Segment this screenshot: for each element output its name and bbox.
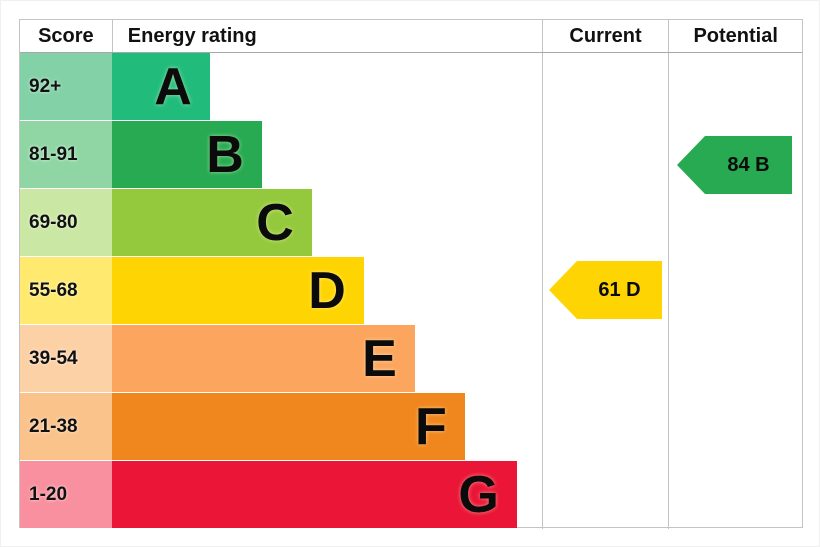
current-column-cell — [541, 325, 669, 393]
score-cell: 39-54 — [20, 325, 112, 393]
rating-bar: D — [111, 257, 364, 324]
energy-column: D — [111, 257, 542, 325]
rating-letter: C — [256, 193, 294, 252]
energy-column: B — [111, 121, 542, 189]
score-cell: 1-20 — [20, 461, 112, 529]
current-header: Current — [541, 20, 669, 52]
potential-header: Potential — [668, 20, 802, 52]
header-row: Score Energy rating Current Potential — [20, 20, 802, 53]
potential-column-cell — [668, 53, 802, 121]
score-cell: 81-91 — [20, 121, 112, 189]
potential-column-cell — [668, 393, 802, 461]
potential-column-cell — [668, 257, 802, 325]
score-cell: 21-38 — [20, 393, 112, 461]
band-row-f: 21-38 F — [20, 393, 802, 461]
rating-bar: A — [111, 53, 210, 120]
current-column-cell — [541, 393, 669, 461]
energy-column: A — [111, 53, 542, 121]
left-arrow-tip-icon — [677, 136, 705, 194]
rating-bar: E — [111, 325, 415, 392]
potential-column-cell — [668, 461, 802, 529]
current-column-cell — [541, 189, 669, 257]
rating-letter: G — [458, 465, 499, 524]
band-row-a: 92+ A — [20, 53, 802, 121]
rating-bar: C — [111, 189, 312, 256]
score-cell: 92+ — [20, 53, 112, 121]
band-row-b: 81-91 B — [20, 121, 802, 189]
rating-letter: F — [415, 397, 447, 456]
score-header: Score — [38, 24, 94, 47]
current-column-cell — [541, 257, 669, 325]
rating-bar: B — [111, 121, 262, 188]
energy-rating-table: Score Energy rating Current Potential 92… — [19, 19, 803, 529]
current-column-cell — [541, 461, 669, 529]
potential-rating-value: 84 B — [705, 136, 792, 194]
current-rating-value: 61 D — [577, 261, 662, 319]
score-cell: 55-68 — [20, 257, 112, 325]
energy-column: C — [111, 189, 542, 257]
band-row-c: 69-80 C — [20, 189, 802, 257]
energy-column: E — [111, 325, 542, 393]
energy-rating-header: Energy rating — [111, 20, 542, 52]
potential-column-cell — [668, 189, 802, 257]
band-row-e: 39-54 E — [20, 325, 802, 393]
band-row-g: 1-20 G — [20, 461, 802, 529]
potential-column-cell — [668, 325, 802, 393]
rating-bar: G — [111, 461, 517, 528]
rating-letter: E — [362, 329, 397, 388]
energy-column: G — [111, 461, 542, 529]
rating-bar: F — [111, 393, 465, 460]
current-column-cell — [541, 121, 669, 189]
current-rating-arrow: 61 D — [549, 261, 662, 319]
band-row-d: 55-68 D — [20, 257, 802, 325]
left-arrow-tip-icon — [549, 261, 577, 319]
rating-letter: B — [206, 125, 244, 184]
energy-column: F — [111, 393, 542, 461]
current-column-cell — [541, 53, 669, 121]
potential-column-cell — [668, 121, 802, 189]
rating-letter: D — [308, 261, 346, 320]
score-cell: 69-80 — [20, 189, 112, 257]
rating-letter: A — [154, 57, 192, 116]
potential-rating-arrow: 84 B — [677, 136, 792, 194]
